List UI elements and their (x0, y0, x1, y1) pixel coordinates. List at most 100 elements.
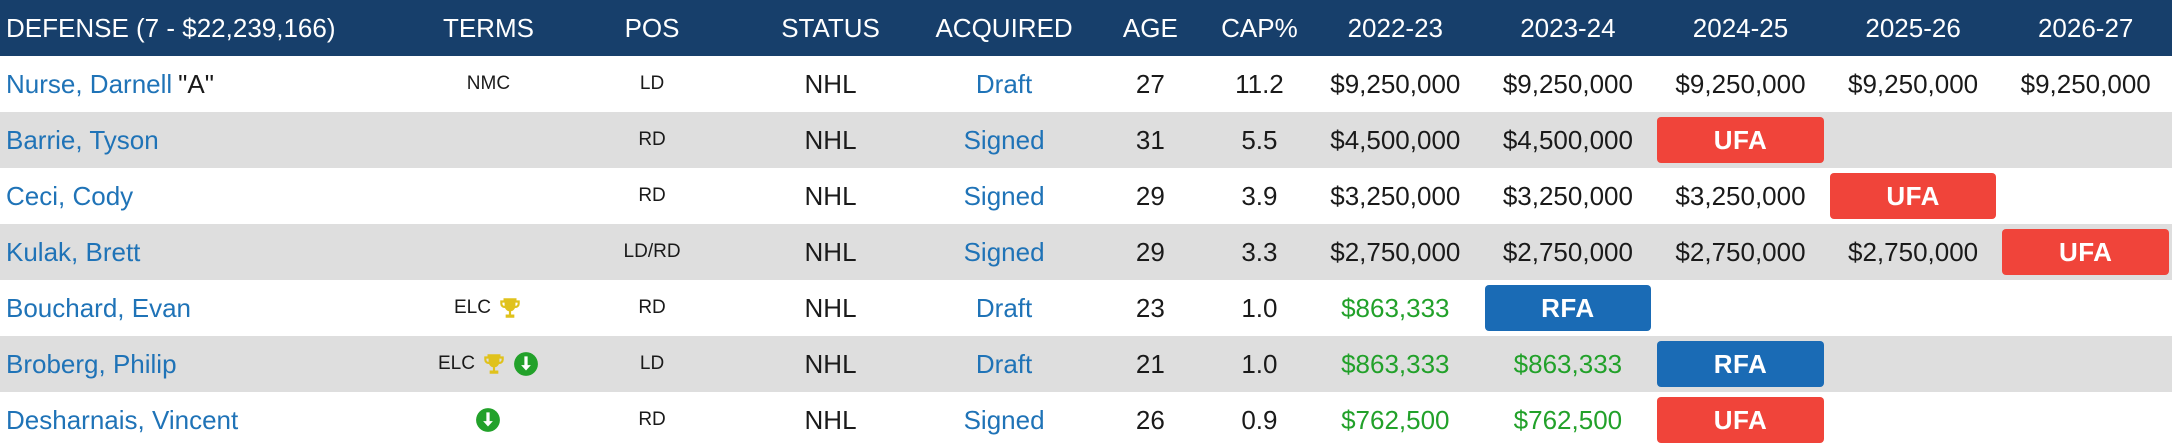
terms-cell (417, 168, 561, 224)
position-cell: RD (638, 297, 666, 318)
salary-cell-2026-27 (1999, 280, 2172, 336)
terms-group: ELC (438, 351, 539, 377)
status-cell: NHL (804, 236, 857, 267)
table-row: Ceci, Cody RD NHL Signed 29 3.9 $3,250,000 $3,2… (0, 168, 2172, 224)
acquired-cell: Signed (917, 392, 1091, 448)
ufa-badge[interactable]: UFA (1657, 397, 1824, 443)
terms-label: ELC (453, 297, 491, 318)
acquired-cell: Signed (917, 112, 1091, 168)
trophy-icon[interactable] (481, 351, 507, 377)
acquired-link[interactable]: Signed (963, 124, 1045, 155)
salary-cell-2022-23: $863,333 (1309, 280, 1482, 336)
terms-group: NMC (467, 73, 510, 95)
acquired-link[interactable]: Draft (975, 292, 1033, 323)
salary-cell-2023-24: $762,500 (1482, 392, 1655, 448)
salary-cell-2025-26: UFA (1827, 168, 2000, 224)
cap-percent-cell: 11.2 (1235, 68, 1284, 99)
table-row: Desharnais, Vincent RD NHL Signed 26 0.9 $762,… (0, 392, 2172, 448)
status-cell: NHL (804, 348, 857, 379)
player-name-link[interactable]: Nurse, Darnell (6, 68, 173, 99)
acquired-link[interactable]: Signed (963, 180, 1045, 211)
header-terms[interactable]: TERMS (442, 12, 534, 43)
terms-label: NMC (466, 73, 511, 94)
salary-cell-2022-23: $2,750,000 (1309, 224, 1482, 280)
player-name-cell: Bouchard, Evan (0, 280, 417, 336)
header-year-2025-26[interactable]: 2025-26 (1865, 12, 1961, 43)
acquired-cell: Draft (917, 56, 1091, 112)
acquired-link[interactable]: Signed (963, 236, 1045, 267)
arrow-down-circle-icon[interactable] (513, 351, 539, 377)
salary-cell-2024-25 (1654, 280, 1827, 336)
salary-cell-2023-24: $2,750,000 (1482, 224, 1655, 280)
player-name-cell: Desharnais, Vincent (0, 392, 417, 448)
header-age[interactable]: AGE (1122, 12, 1178, 43)
status-cell: NHL (804, 68, 857, 99)
header-defense-group[interactable]: DEFENSE (7 - $22,239,166) (6, 12, 336, 43)
header-year-2026-27[interactable]: 2026-27 (2037, 12, 2134, 43)
header-year-2022-23[interactable]: 2022-23 (1347, 12, 1444, 43)
terms-cell: NMC (417, 56, 561, 112)
trophy-icon[interactable] (497, 295, 523, 321)
header-acquired[interactable]: ACQUIRED (935, 12, 1073, 43)
age-cell: 27 (1135, 68, 1165, 99)
table-row: Nurse, Darnell "A" NMC LD NHL Draft 27 11.2 $9,2… (0, 56, 2172, 112)
terms-group (475, 407, 501, 433)
salary-cell-2023-24: RFA (1482, 280, 1655, 336)
player-name-link[interactable]: Bouchard, Evan (6, 292, 192, 323)
salary-cell-2026-27: $9,250,000 (1999, 56, 2172, 112)
player-name-link[interactable]: Broberg, Philip (6, 348, 177, 379)
ufa-badge[interactable]: UFA (2002, 229, 2169, 275)
header-pos[interactable]: POS (624, 12, 680, 43)
salary-value: $3,250,000 (1675, 180, 1806, 211)
rfa-badge[interactable]: RFA (1657, 341, 1824, 387)
acquired-cell: Draft (917, 280, 1091, 336)
player-name-link[interactable]: Desharnais, Vincent (6, 404, 239, 435)
salary-cell-2025-26 (1827, 280, 2000, 336)
salary-value: $4,500,000 (1502, 124, 1633, 155)
player-name-link[interactable]: Kulak, Brett (6, 236, 141, 267)
salary-cell-2025-26: $9,250,000 (1827, 56, 2000, 112)
salary-cell-2024-25: $2,750,000 (1654, 224, 1827, 280)
table-row: Broberg, Philip ELC LD NHL Draft 21 1.0 $863,33… (0, 336, 2172, 392)
salary-cell-2023-24: $3,250,000 (1482, 168, 1655, 224)
age-cell: 23 (1135, 292, 1165, 323)
ufa-badge[interactable]: UFA (1829, 173, 1997, 219)
player-name-cell: Ceci, Cody (0, 168, 417, 224)
acquired-link[interactable]: Draft (975, 68, 1033, 99)
player-name-cell: Broberg, Philip (0, 336, 417, 392)
cap-percent-cell: 5.5 (1241, 124, 1278, 155)
cap-percent-cell: 1.0 (1241, 348, 1278, 379)
header-cap-percent[interactable]: CAP% (1221, 12, 1298, 43)
salary-cell-2022-23: $863,333 (1309, 336, 1482, 392)
player-name-cell: Nurse, Darnell "A" (0, 56, 417, 112)
position-cell: RD (638, 409, 666, 430)
ufa-badge[interactable]: UFA (1657, 117, 1824, 163)
arrow-down-circle-icon[interactable] (475, 407, 501, 433)
status-cell: NHL (804, 292, 857, 323)
header-year-2024-25[interactable]: 2024-25 (1692, 12, 1789, 43)
salary-cell-2022-23: $762,500 (1309, 392, 1482, 448)
salary-cell-2025-26 (1827, 112, 2000, 168)
acquired-link[interactable]: Signed (963, 404, 1045, 435)
salary-cell-2026-27 (1999, 112, 2172, 168)
terms-label: ELC (437, 353, 475, 374)
age-cell: 29 (1135, 236, 1165, 267)
acquired-link[interactable]: Draft (975, 348, 1033, 379)
status-cell: NHL (804, 124, 857, 155)
player-name-link[interactable]: Barrie, Tyson (6, 124, 159, 155)
salary-value: $863,333 (1513, 348, 1623, 379)
salary-cell-2024-25: $9,250,000 (1654, 56, 1827, 112)
salary-value: $762,500 (1341, 404, 1450, 435)
salary-cell-2024-25: UFA (1654, 112, 1827, 168)
header-year-2023-24[interactable]: 2023-24 (1520, 12, 1616, 43)
position-cell: LD/RD (623, 241, 681, 262)
table-row: Kulak, Brett LD/RD NHL Signed 29 3.3 $2,750,00… (0, 224, 2172, 280)
salary-value: $3,250,000 (1330, 180, 1461, 211)
salary-value: $762,500 (1513, 404, 1623, 435)
header-status[interactable]: STATUS (781, 12, 880, 43)
cap-percent-cell: 3.9 (1241, 180, 1278, 211)
rfa-badge[interactable]: RFA (1484, 285, 1652, 331)
salary-cell-2024-25: RFA (1654, 336, 1827, 392)
status-cell: NHL (804, 404, 857, 435)
player-name-link[interactable]: Ceci, Cody (6, 180, 134, 211)
